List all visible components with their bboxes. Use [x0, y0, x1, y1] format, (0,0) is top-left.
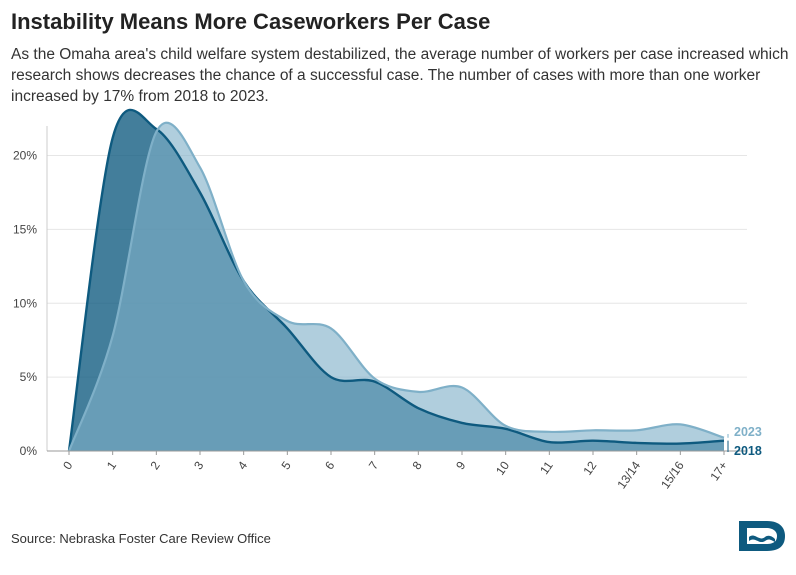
x-tick-label: 17+: [707, 459, 730, 484]
line-2018: [67, 108, 725, 452]
x-tick-label: 1: [104, 458, 119, 472]
x-tick-label: 13/14: [614, 458, 643, 491]
source-note: Source: Nebraska Foster Care Review Offi…: [11, 531, 271, 546]
x-tick-label: 8: [409, 458, 424, 472]
area-2023: [69, 122, 724, 451]
y-tick-label: 10%: [13, 296, 37, 310]
x-tick-label: 7: [366, 458, 381, 472]
series-end-labels: 2023 2018: [727, 425, 762, 458]
x-tick-label: 0: [60, 458, 75, 472]
area-chart: 0%5%10%15%20%0 1 2 3 4 5 6 7 8 9 10 11 12 13/14 15/16 1…: [13, 108, 762, 491]
x-tick-label: 5: [278, 458, 293, 472]
line-2023: [67, 121, 725, 452]
organization-logo-icon: [739, 521, 785, 551]
y-tick-label: 15%: [13, 222, 37, 236]
series-label-2023: 2023: [734, 425, 762, 439]
x-tick-label: 2: [147, 458, 162, 472]
y-tick-label: 20%: [13, 149, 37, 163]
x-tick-label: 6: [322, 458, 337, 472]
x-tick-label: 11: [537, 458, 556, 477]
y-tick-label: 0%: [20, 444, 38, 458]
x-tick-label: 9: [453, 458, 468, 472]
series-areas: [69, 109, 724, 452]
y-tick-label: 5%: [20, 370, 38, 384]
x-tick-label: 10: [493, 458, 512, 477]
x-tick-label: 12: [580, 458, 599, 477]
series-label-2018: 2018: [734, 444, 762, 458]
x-tick-label: 3: [191, 458, 206, 472]
series-lines: [67, 108, 725, 452]
chart-title: Instability Means More Caseworkers Per C…: [11, 9, 491, 34]
x-tick-label: 4: [235, 458, 250, 472]
x-tick-label: 15/16: [658, 458, 687, 491]
chart-subtitle: As the Omaha area's child welfare system…: [11, 46, 789, 105]
